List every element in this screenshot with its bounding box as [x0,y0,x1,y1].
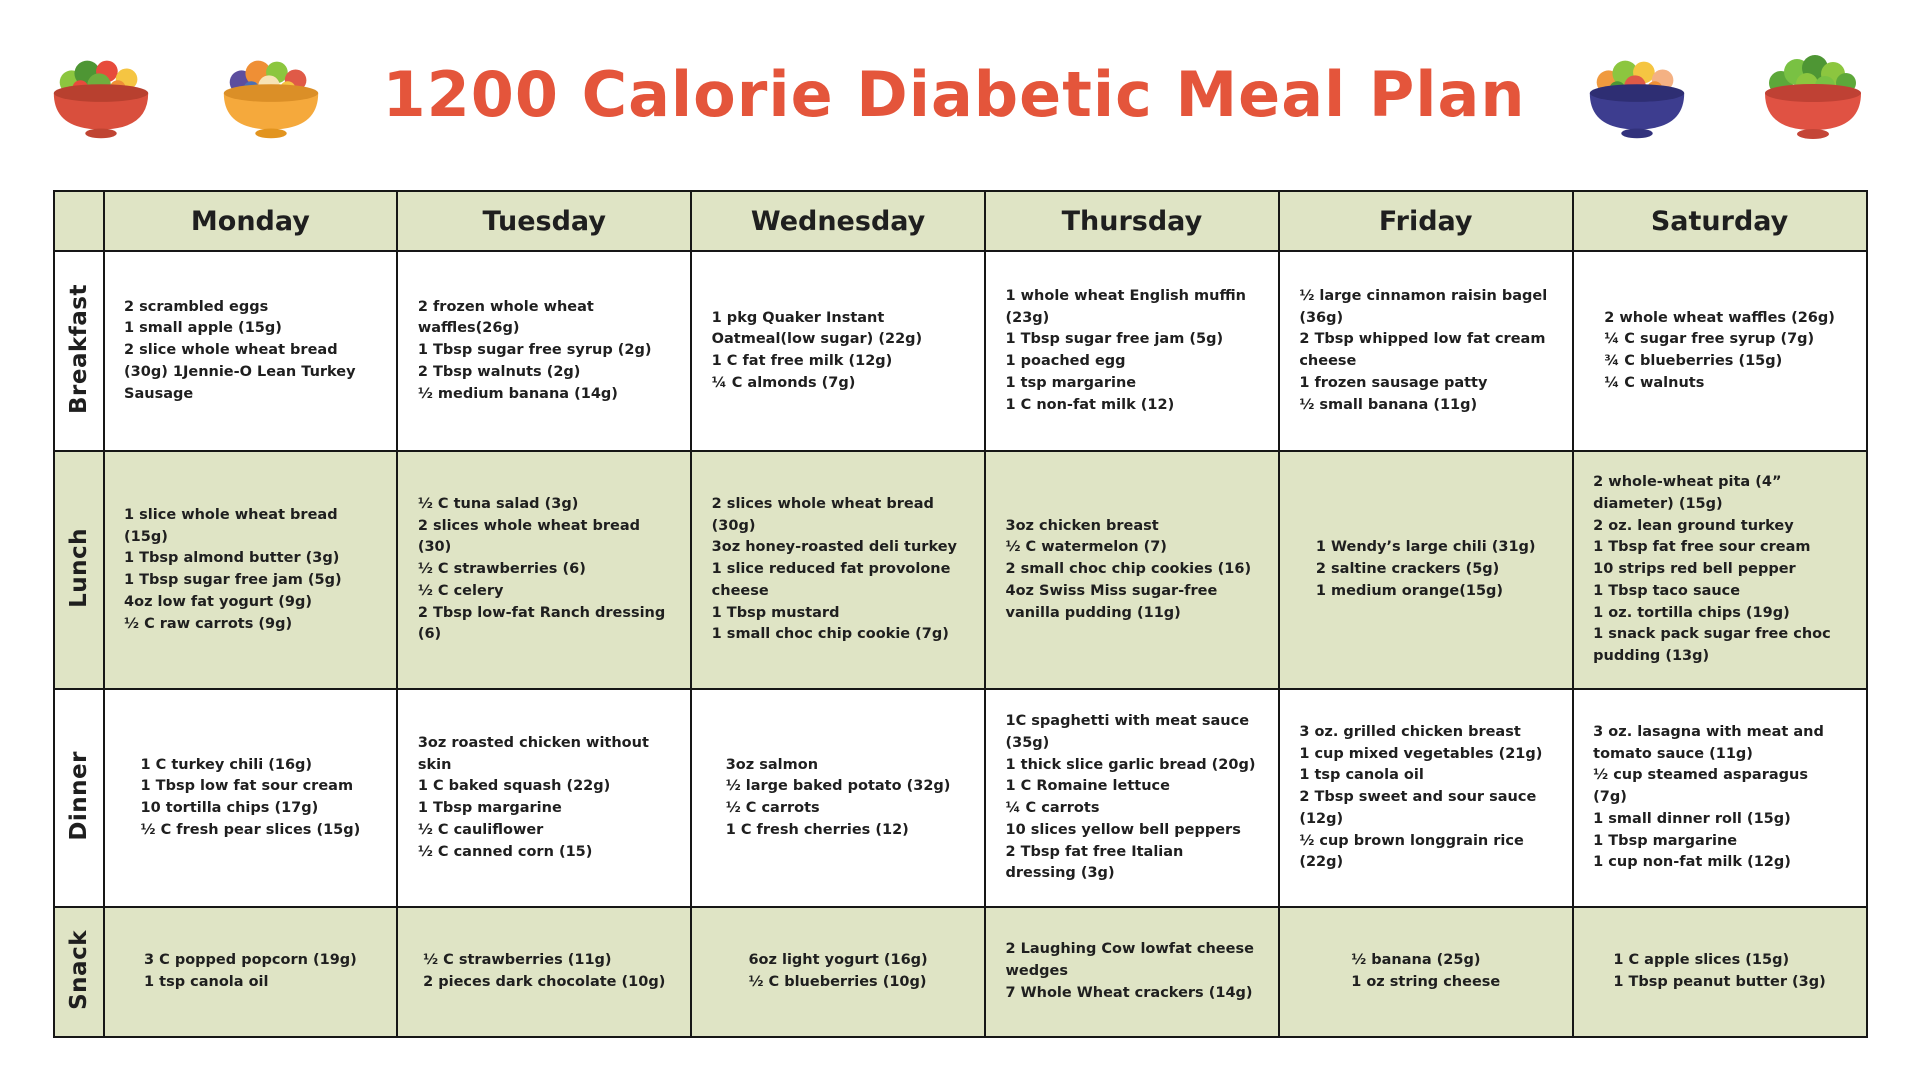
day-header-monday: Monday [102,190,399,252]
row-label-snack: Snack [52,906,105,1038]
cell-lunch-tuesday: ½ C tuna salad (3g) 2 slices whole wheat… [396,450,693,690]
cell-snack-monday: 3 C popped popcorn (19g) 1 tsp canola oi… [102,906,399,1038]
lunch-row: Lunch 1 slice whole wheat bread (15g) 1 … [52,450,1868,690]
day-header-tuesday: Tuesday [396,190,693,252]
cell-snack-wednesday: 6oz light yogurt (16g) ½ C blueberries (… [690,906,986,1038]
cell-breakfast-tuesday: 2 frozen whole wheat waffles(26g) 1 Tbsp… [396,250,693,452]
day-header-wednesday: Wednesday [690,190,986,252]
page-title: 1200 Calorie Diabetic Meal Plan [382,58,1526,131]
row-label-breakfast: Breakfast [52,250,105,452]
meal-plan-table: Monday Tuesday Wednesday Thursday Friday… [52,190,1868,1038]
cell-breakfast-monday: 2 scrambled eggs 1 small apple (15g) 2 s… [102,250,399,452]
cell-dinner-tuesday: 3oz roasted chicken without skin 1 C bak… [396,688,693,908]
header: 1200 Calorie Diabetic Meal Plan [0,0,1920,190]
cell-snack-friday: ½ banana (25g) 1 oz string cheese [1277,906,1574,1038]
cell-breakfast-friday: ½ large cinnamon raisin bagel (36g) 2 Tb… [1277,250,1574,452]
greens-bowl-icon [1765,54,1861,139]
cell-lunch-monday: 1 slice whole wheat bread (15g) 1 Tbsp a… [102,450,399,690]
cell-lunch-saturday: 2 whole-wheat pita (4” diameter) (15g) 2… [1571,450,1868,690]
day-header-friday: Friday [1277,190,1574,252]
cell-dinner-monday: 1 C turkey chili (16g) 1 Tbsp low fat so… [102,688,399,908]
salad-bowl-icon [53,60,149,138]
cell-dinner-thursday: 1C spaghetti with meat sauce (35g) 1 thi… [983,688,1280,908]
blue-fruit-bowl-icon [1589,60,1685,138]
day-header-saturday: Saturday [1571,190,1868,252]
cell-lunch-thursday: 3oz chicken breast ½ C watermelon (7) 2 … [983,450,1280,690]
day-header-row: Monday Tuesday Wednesday Thursday Friday… [52,190,1868,252]
cell-breakfast-thursday: 1 whole wheat English muffin (23g) 1 Tbs… [983,250,1280,452]
row-label-lunch: Lunch [52,450,105,690]
cell-lunch-friday: 1 Wendy’s large chili (31g) 2 saltine cr… [1277,450,1574,690]
cell-dinner-wednesday: 3oz salmon ½ large baked potato (32g) ½ … [690,688,986,908]
fruit-bowl-icon [223,60,319,138]
snack-row: Snack 3 C popped popcorn (19g) 1 tsp can… [52,906,1868,1038]
cell-dinner-saturday: 3 oz. lasagna with meat and tomato sauce… [1571,688,1868,908]
breakfast-row: Breakfast 2 scrambled eggs 1 small apple… [52,250,1868,452]
cell-lunch-wednesday: 2 slices whole wheat bread (30g) 3oz hon… [690,450,986,690]
dinner-row: Dinner 1 C turkey chili (16g) 1 Tbsp low… [52,688,1868,908]
cell-dinner-friday: 3 oz. grilled chicken breast 1 cup mixed… [1277,688,1574,908]
cell-breakfast-saturday: 2 whole wheat waffles (26g) ¼ C sugar fr… [1571,250,1868,452]
row-label-dinner: Dinner [52,688,105,908]
cell-snack-tuesday: ½ C strawberries (11g) 2 pieces dark cho… [396,906,693,1038]
corner-cell [52,190,105,252]
cell-snack-thursday: 2 Laughing Cow lowfat cheese wedges 7 Wh… [983,906,1280,1038]
cell-breakfast-wednesday: 1 pkg Quaker Instant Oatmeal(low sugar) … [690,250,986,452]
cell-snack-saturday: 1 C apple slices (15g) 1 Tbsp peanut but… [1571,906,1868,1038]
day-header-thursday: Thursday [983,190,1280,252]
